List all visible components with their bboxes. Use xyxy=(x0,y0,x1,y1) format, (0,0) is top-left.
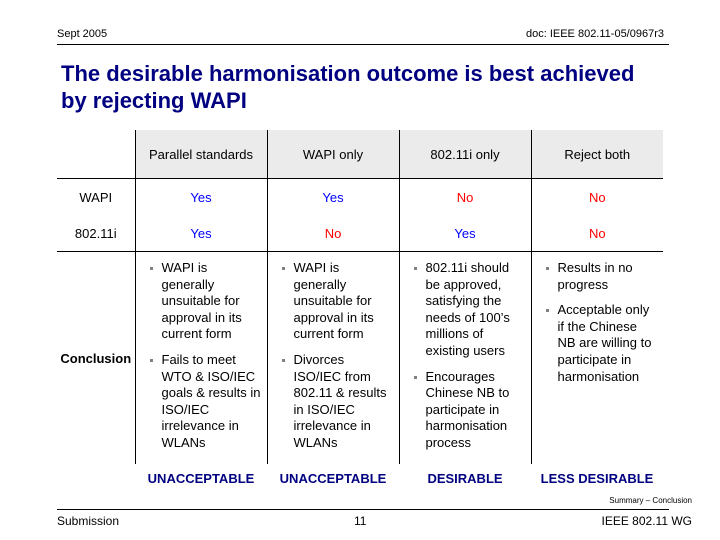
column-header: 802.11i only xyxy=(398,130,531,179)
slide-title: The desirable harmonisation outcome is b… xyxy=(61,61,635,113)
verdict-spacer xyxy=(57,464,135,492)
verdict-label: UNACCEPTABLE xyxy=(279,470,387,486)
footer-note: Summary – Conclusion xyxy=(609,496,692,505)
table-header-row: Parallel standards WAPI only 802.11i onl… xyxy=(57,130,663,179)
table-row: WAPI Yes Yes No No xyxy=(57,178,663,215)
bullet-icon xyxy=(149,358,153,362)
conclusion-bullet: Acceptable only if the Chinese NB are wi… xyxy=(542,302,658,385)
table-cell: Yes xyxy=(398,215,531,252)
column-header: WAPI only xyxy=(266,130,399,179)
verdict-label: DESIRABLE xyxy=(427,470,503,486)
bullet-icon xyxy=(281,358,285,362)
conclusion-row: Conclusion WAPI is generally unsuitable … xyxy=(57,251,663,464)
column-header: Reject both xyxy=(530,130,663,179)
table-cell: No xyxy=(398,178,531,215)
verdict-row: UNACCEPTABLE UNACCEPTABLE DESIRABLE LESS… xyxy=(57,464,663,492)
conclusion-bullet: Encourages Chinese NB to participate in … xyxy=(410,369,525,452)
conclusion-cell: 802.11i should be approved, satisfying t… xyxy=(398,251,531,464)
bullet-icon xyxy=(149,267,153,270)
bullet-icon xyxy=(545,267,549,270)
table-cell: Yes xyxy=(134,215,267,252)
column-header: Parallel standards xyxy=(134,130,267,179)
conclusion-cell: WAPI is generally unsuitable for approva… xyxy=(266,251,399,464)
table-cell: No xyxy=(266,215,399,252)
bullet-icon xyxy=(545,309,549,313)
bullet-icon xyxy=(281,267,285,270)
footer-org: IEEE 802.11 WG xyxy=(601,514,693,528)
table-cell: No xyxy=(530,178,663,215)
table-cell: Yes xyxy=(266,178,399,215)
conclusion-bullet: Results in no progress xyxy=(542,260,658,293)
table-cell: Yes xyxy=(134,178,267,215)
page-number: 11 xyxy=(354,514,367,528)
conclusion-bullet: Fails to meet WTO & ISO/IEC goals & resu… xyxy=(146,352,261,452)
table-row: 802.11i Yes No Yes No xyxy=(57,215,663,252)
verdict-label: LESS DESIRABLE xyxy=(540,470,654,486)
table-cell: No xyxy=(530,215,663,252)
bullet-icon xyxy=(413,375,417,379)
conclusion-label: Conclusion xyxy=(57,251,135,464)
conclusion-bullet: WAPI is generally unsuitable for approva… xyxy=(146,260,261,343)
table-corner-cell xyxy=(57,130,135,179)
row-label: WAPI xyxy=(79,189,113,205)
conclusion-cell: WAPI is generally unsuitable for approva… xyxy=(134,251,267,464)
header-date: Sept 2005 xyxy=(57,28,108,40)
footer-submission: Submission xyxy=(57,514,120,528)
conclusion-bullet: 802.11i should be approved, satisfying t… xyxy=(410,260,525,360)
outcome-table: Parallel standards WAPI only 802.11i onl… xyxy=(57,130,663,492)
header-doc-id: doc: IEEE 802.11-05/0967r3 xyxy=(525,28,664,40)
conclusion-bullet: Divorces ISO/IEC from 802.11 & results i… xyxy=(278,352,393,452)
footer-rule xyxy=(57,509,669,510)
bullet-icon xyxy=(413,267,417,270)
row-label: 802.11i xyxy=(74,225,117,241)
conclusion-cell: Results in no progress Acceptable only i… xyxy=(530,251,663,464)
conclusion-bullet: WAPI is generally unsuitable for approva… xyxy=(278,260,393,343)
header-rule xyxy=(57,44,669,45)
verdict-label: UNACCEPTABLE xyxy=(147,470,255,486)
